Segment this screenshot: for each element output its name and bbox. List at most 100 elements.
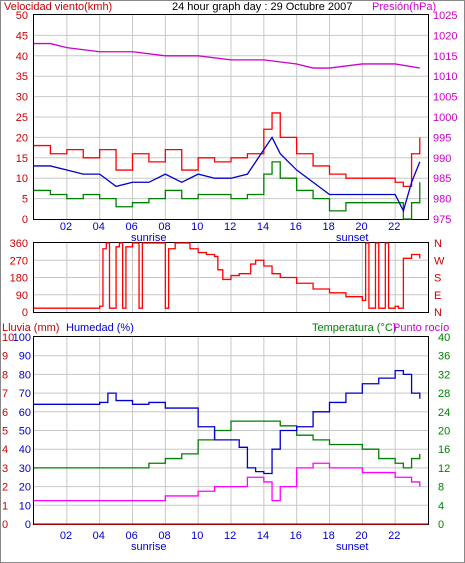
y-tick-rain-2: 2 [2,482,8,494]
y-tick-humidity-3: 30 [19,463,31,475]
y-tick-temp-0: 0 [438,519,444,531]
y-tick-dir-90: 90 [16,290,28,302]
x-tick-p3-08: 08 [158,530,170,542]
y-tick-rain-1: 1 [2,500,8,512]
dew-point-label: Punto rocío [393,322,449,334]
temperature-label: Temperatura (°C) [312,322,396,334]
y-tick-pressure-995: 995 [433,132,451,144]
x-tick-p3-16: 16 [290,530,302,542]
y-tick-humidity-5: 50 [19,426,31,438]
y-tick-compass-0: N [434,307,442,319]
y-tick-humidity-9: 90 [19,351,31,363]
y-tick-humidity-10: 100 [13,332,31,344]
y-tick-wind-5: 5 [22,194,28,206]
y-tick-pressure-980: 980 [433,194,451,206]
panel-wind-pressure-frame [33,14,429,220]
y-tick-wind-15: 15 [16,153,28,165]
y-tick-humidity-8: 80 [19,369,31,381]
y-tick-rain-6: 6 [2,407,8,419]
temperature-line [34,420,421,469]
humidity-label: Humedad (%) [66,322,134,334]
y-tick-wind-50: 50 [16,10,28,22]
x-tick-p3-18: 18 [323,530,335,542]
x-tick-p1-12: 12 [224,221,236,233]
y-tick-compass-1: E [434,290,441,302]
y-tick-humidity-6: 60 [19,407,31,419]
y-tick-pressure-1000: 1000 [433,112,457,124]
y-tick-rain-3: 3 [2,463,8,475]
y-tick-pressure-1010: 1010 [433,71,457,83]
y-tick-compass-4: N [434,238,442,250]
sunrise-label-top: sunrise [131,232,166,244]
sunset-label-top: sunset [336,232,368,244]
wind-gust-line [34,112,421,188]
y-tick-temp-4: 16 [438,444,450,456]
y-tick-wind-45: 45 [16,30,28,42]
x-tick-p3-02: 02 [60,530,72,542]
y-tick-rain-8: 8 [2,369,8,381]
wind-direction-line [34,242,421,309]
x-tick-p1-06: 06 [126,221,138,233]
y-tick-dir-0: 0 [22,307,28,319]
y-tick-dir-270: 270 [10,255,28,267]
x-tick-p1-02: 02 [60,221,72,233]
y-tick-temp-2: 8 [438,482,444,494]
y-tick-wind-0: 0 [22,214,28,226]
y-tick-wind-35: 35 [16,71,28,83]
y-tick-wind-20: 20 [16,132,28,144]
y-tick-pressure-1020: 1020 [433,30,457,42]
y-tick-wind-30: 30 [16,92,28,104]
x-tick-p3-22: 22 [388,530,400,542]
y-tick-compass-2: S [434,273,441,285]
y-tick-wind-25: 25 [16,112,28,124]
y-tick-pressure-1005: 1005 [433,92,457,104]
y-tick-dir-360: 360 [10,238,28,250]
x-tick-p1-16: 16 [290,221,302,233]
x-tick-p1-14: 14 [257,221,269,233]
y-tick-temp-1: 4 [438,500,444,512]
x-tick-p1-18: 18 [323,221,335,233]
panel-direction-frame [33,242,429,313]
wind-avg-line [34,136,421,213]
x-tick-p3-10: 10 [191,530,203,542]
sunrise-label-bottom: sunrise [131,541,166,553]
y-tick-temp-7: 28 [438,388,450,400]
y-tick-temp-10: 40 [438,332,450,344]
y-tick-temp-9: 36 [438,351,450,363]
y-tick-rain-0: 0 [2,519,8,531]
y-tick-pressure-990: 990 [433,153,451,165]
wind-low-line [34,161,421,220]
y-tick-rain-4: 4 [2,444,8,456]
x-tick-p1-22: 22 [388,221,400,233]
x-tick-p3-04: 04 [93,530,105,542]
y-tick-dir-180: 180 [10,273,28,285]
dew-point-line [34,462,421,502]
y-tick-rain-10: 10 [2,332,14,344]
x-tick-p1-04: 04 [93,221,105,233]
y-tick-humidity-7: 70 [19,388,31,400]
pressure-label: Presión(hPa) [372,1,436,13]
x-tick-p3-12: 12 [224,530,236,542]
y-tick-temp-3: 12 [438,463,450,475]
x-tick-p1-10: 10 [191,221,203,233]
humidity-line [34,370,421,475]
x-tick-p3-14: 14 [257,530,269,542]
chart-title: 24 hour graph day : 29 Octubre 2007 [172,1,352,13]
y-tick-pressure-1015: 1015 [433,51,457,63]
y-tick-temp-8: 32 [438,369,450,381]
sunset-label-bottom: sunset [336,541,368,553]
y-tick-humidity-4: 40 [19,444,31,456]
y-tick-temp-6: 24 [438,407,450,419]
rain-label: Lluvia (mm) [2,322,59,334]
y-tick-wind-40: 40 [16,51,28,63]
y-tick-pressure-1025: 1025 [433,10,457,22]
x-tick-p1-08: 08 [158,221,170,233]
y-tick-rain-5: 5 [2,426,8,438]
y-tick-humidity-0: 0 [25,519,31,531]
y-tick-humidity-1: 10 [19,500,31,512]
pressure-line [34,42,420,69]
y-tick-wind-10: 10 [16,173,28,185]
y-tick-compass-3: W [434,255,445,267]
